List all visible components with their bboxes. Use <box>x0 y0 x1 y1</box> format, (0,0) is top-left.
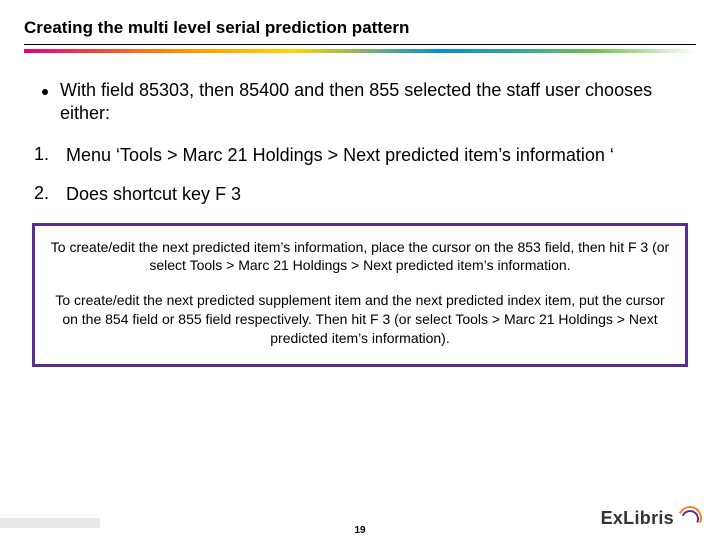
info-paragraph: To create/edit the next predicted item’s… <box>49 238 671 276</box>
footer-bar <box>0 518 100 528</box>
info-box: To create/edit the next predicted item’s… <box>32 223 688 367</box>
page-number: 19 <box>354 525 365 536</box>
numbered-text: Does shortcut key F 3 <box>66 183 241 206</box>
list-number: 1. <box>34 144 56 167</box>
exlibris-logo: ExLibris <box>601 504 706 532</box>
logo-arcs-icon <box>678 504 706 532</box>
numbered-text: Menu ‘Tools > Marc 21 Holdings > Next pr… <box>66 144 614 167</box>
gradient-rule <box>24 49 696 53</box>
logo-text: ExLibris <box>601 508 674 529</box>
bullet-marker-icon <box>42 89 48 95</box>
bullet-item: With field 85303, then 85400 and then 85… <box>42 79 696 126</box>
info-paragraph: To create/edit the next predicted supple… <box>49 291 671 348</box>
footer: 19 ExLibris <box>0 506 720 540</box>
bullet-text: With field 85303, then 85400 and then 85… <box>60 79 696 126</box>
numbered-item: 1. Menu ‘Tools > Marc 21 Holdings > Next… <box>34 144 696 167</box>
list-number: 2. <box>34 183 56 206</box>
slide: Creating the multi level serial predicti… <box>0 0 720 540</box>
slide-title: Creating the multi level serial predicti… <box>24 18 696 45</box>
numbered-item: 2. Does shortcut key F 3 <box>34 183 696 206</box>
